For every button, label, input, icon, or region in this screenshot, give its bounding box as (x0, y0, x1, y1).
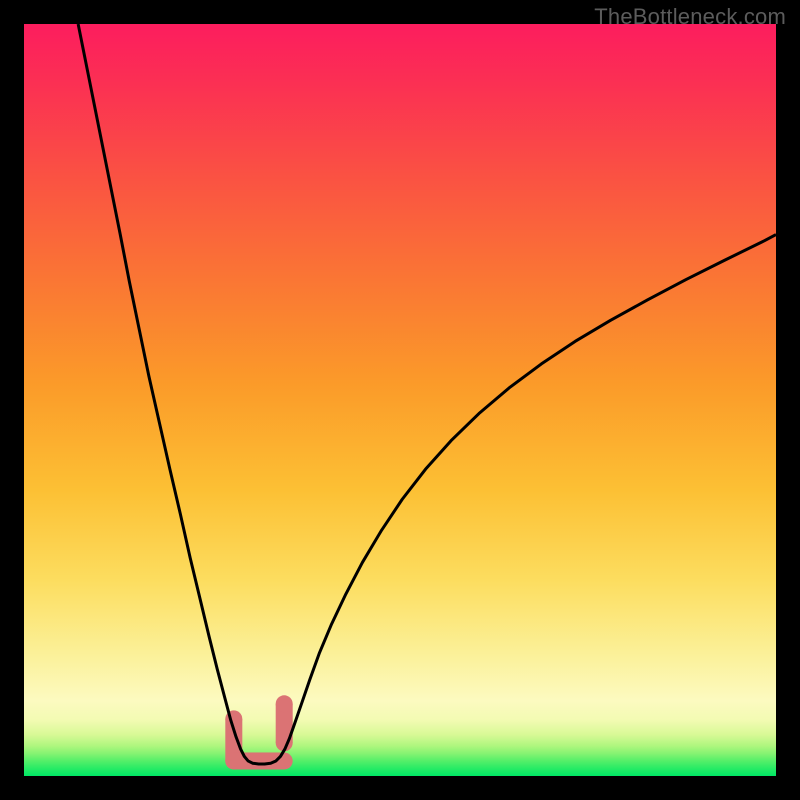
chart-container: TheBottleneck.com (0, 0, 800, 800)
bottleneck-curve (78, 24, 776, 764)
plot-area (24, 24, 776, 776)
chart-svg (24, 24, 776, 776)
